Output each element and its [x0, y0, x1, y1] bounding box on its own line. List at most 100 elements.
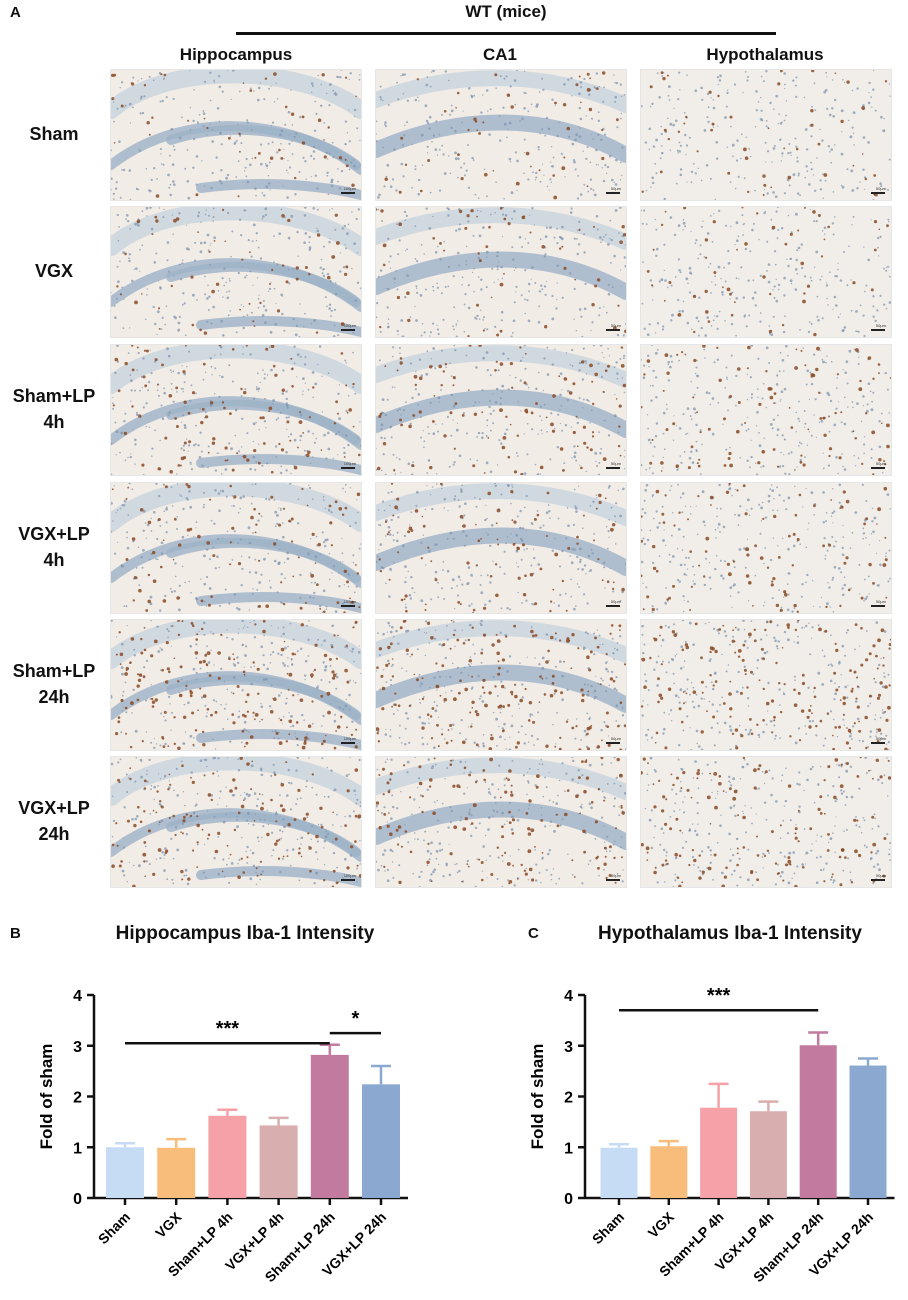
x-tick-label: Sham: [95, 1209, 133, 1247]
micrograph: 50μm: [375, 619, 627, 751]
x-tick-label: VGX: [645, 1208, 678, 1241]
row-label: VGX+LP 4h: [18, 524, 90, 570]
scale-bar: [341, 192, 355, 194]
bar: [799, 1045, 837, 1198]
micrograph: 100μm: [110, 756, 362, 888]
scale-bar: [871, 742, 885, 744]
y-tick-label: 4: [73, 988, 82, 1005]
scale-bar: [871, 879, 885, 881]
y-tick-label: 3: [73, 1039, 82, 1056]
bar: [600, 1147, 638, 1198]
scale-bar: [341, 467, 355, 469]
y-tick-label: 4: [564, 988, 573, 1005]
scale-bar: [606, 879, 620, 881]
scale-label: 100μm: [343, 186, 356, 191]
y-tick-label: 2: [73, 1090, 82, 1107]
y-tick-label: 0: [73, 1191, 82, 1208]
bar: [362, 1084, 400, 1198]
bar: [700, 1107, 738, 1198]
scale-label: 50μm: [610, 461, 621, 466]
y-axis-label: Fold of sham: [37, 1044, 56, 1150]
scale-bar: [871, 329, 885, 331]
bar: [157, 1147, 196, 1198]
scale-label: 50μm: [610, 736, 621, 741]
micrograph: 100μm: [110, 482, 362, 614]
scale-label: 50μm: [610, 186, 621, 191]
scale-bar: [341, 742, 355, 744]
panel-c-letter: C: [528, 925, 539, 942]
panel-a-letter: A: [10, 4, 21, 21]
scale-bar: [606, 329, 620, 331]
micrograph: 100μm: [110, 206, 362, 338]
micrograph: 100μm: [110, 619, 362, 751]
row-label: VGX: [34, 261, 73, 281]
y-tick-label: 0: [564, 1191, 573, 1208]
column-header-hippocampus: Hippocampus: [179, 45, 293, 64]
scale-label: 100μm: [343, 736, 356, 741]
scale-bar: [871, 192, 885, 194]
column-header-ca1: CA1: [482, 45, 517, 64]
micrograph: 50μm: [375, 756, 627, 888]
panel-b-letter: B: [10, 925, 21, 942]
scale-label: 100μm: [343, 599, 356, 604]
bar: [849, 1065, 887, 1198]
scale-bar: [341, 879, 355, 881]
group-line: [236, 32, 776, 35]
chart-b-title: Hippocampus Iba-1 Intensity: [115, 923, 375, 944]
row-label: Sham+LP 4h: [12, 386, 96, 432]
x-tick-label: Sham: [589, 1209, 627, 1247]
scale-bar: [606, 742, 620, 744]
scale-label: 50μm: [875, 323, 886, 328]
micrograph: 50μm: [640, 69, 892, 201]
micrograph: 50μm: [640, 619, 892, 751]
scale-bar: [871, 605, 885, 607]
significance-label: *: [352, 1008, 360, 1030]
scale-bar: [606, 605, 620, 607]
bar: [106, 1147, 144, 1198]
micrograph: 50μm: [375, 482, 627, 614]
column-header-hypothalamus: Hypothalamus: [706, 45, 824, 64]
y-tick-label: 3: [564, 1039, 573, 1056]
scale-label: 100μm: [343, 323, 356, 328]
scale-bar: [606, 467, 620, 469]
scale-label: 100μm: [343, 873, 356, 878]
micrograph: 100μm: [110, 69, 362, 201]
scale-label: 50μm: [875, 736, 886, 741]
x-tick-label: VGX: [152, 1208, 185, 1241]
scale-label: 50μm: [610, 323, 621, 328]
micrograph: 100μm: [110, 344, 362, 476]
bar: [259, 1125, 298, 1198]
significance-label: ***: [216, 1018, 240, 1040]
scale-bar: [871, 467, 885, 469]
group-label: WT (mice): [465, 2, 547, 21]
scale-label: 50μm: [610, 599, 621, 604]
bar: [749, 1111, 787, 1198]
bar: [650, 1146, 688, 1198]
micrograph: 50μm: [640, 206, 892, 338]
row-label: Sham: [29, 124, 79, 144]
micrograph: 50μm: [375, 344, 627, 476]
micrograph: 50μm: [375, 69, 627, 201]
scale-label: 50μm: [875, 461, 886, 466]
scale-label: 100μm: [343, 461, 356, 466]
scale-bar: [606, 192, 620, 194]
scale-label: 50μm: [875, 186, 886, 191]
scale-label: 50μm: [610, 873, 621, 878]
micrograph: 50μm: [640, 344, 892, 476]
y-axis-label: Fold of sham: [528, 1044, 547, 1150]
row-label: VGX+LP 24h: [18, 798, 90, 844]
scale-label: 50μm: [875, 599, 886, 604]
y-tick-label: 1: [564, 1140, 573, 1157]
chart-c-title: Hypothalamus Iba-1 Intensity: [598, 923, 862, 944]
scale-bar: [341, 329, 355, 331]
micrograph: 50μm: [375, 206, 627, 338]
scale-bar: [341, 605, 355, 607]
y-tick-label: 2: [564, 1090, 573, 1107]
y-tick-label: 1: [73, 1140, 82, 1157]
significance-label: ***: [707, 985, 731, 1007]
scale-label: 50μm: [875, 873, 886, 878]
micrograph: 50μm: [640, 756, 892, 888]
bar: [310, 1054, 349, 1198]
bar: [208, 1115, 247, 1198]
